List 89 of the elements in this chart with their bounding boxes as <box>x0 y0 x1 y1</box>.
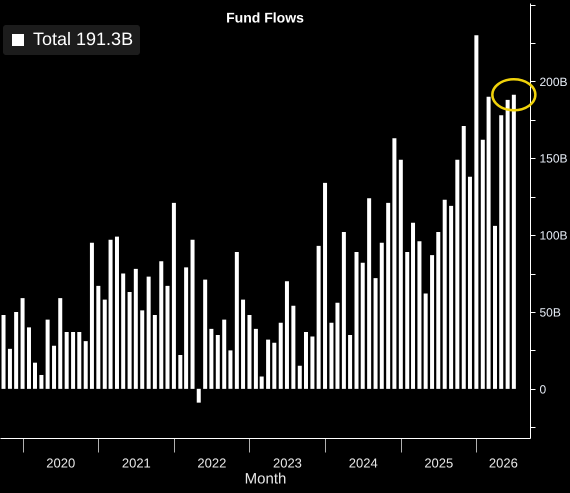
bar <box>71 332 76 389</box>
bar <box>140 310 144 389</box>
x-tick-label: 2025 <box>424 456 454 470</box>
x-tick-label: 2024 <box>348 456 378 470</box>
bar <box>380 242 384 389</box>
bar <box>8 348 12 389</box>
bar <box>417 241 422 389</box>
bar <box>228 350 232 389</box>
bar <box>442 200 447 389</box>
bar <box>323 182 328 389</box>
bar <box>348 335 352 389</box>
bar <box>90 242 94 389</box>
bar <box>329 322 334 389</box>
y-tick-label: 150B <box>540 152 568 166</box>
bar <box>342 232 346 389</box>
bar <box>39 374 44 389</box>
bar <box>46 320 50 389</box>
bar <box>512 94 516 389</box>
x-tick-label: 2023 <box>272 456 302 470</box>
bar <box>468 176 472 389</box>
bar <box>241 300 246 389</box>
bar <box>392 138 396 389</box>
bar <box>367 198 372 389</box>
bar <box>2 315 6 389</box>
bar <box>222 320 226 389</box>
y-tick-label: 200B <box>540 74 568 89</box>
bar <box>455 160 460 389</box>
bar <box>506 100 510 389</box>
bar <box>20 298 25 389</box>
bar <box>436 232 440 389</box>
x-axis-title: Month <box>244 470 286 488</box>
bar <box>316 246 321 389</box>
bar <box>247 315 252 389</box>
bar <box>172 202 176 389</box>
bar <box>398 160 403 389</box>
bar <box>310 336 314 389</box>
bar <box>146 276 151 389</box>
bar <box>209 328 214 389</box>
bar <box>335 302 340 389</box>
bar <box>216 335 220 389</box>
bar <box>298 366 302 389</box>
bar <box>32 362 37 389</box>
x-tick-label: 2022 <box>197 456 226 470</box>
bar <box>159 261 164 389</box>
bar <box>386 202 390 389</box>
bar <box>449 206 454 389</box>
bar <box>84 341 88 389</box>
bar <box>128 292 132 389</box>
bar <box>196 388 201 403</box>
bar <box>96 286 100 389</box>
bar <box>190 240 195 389</box>
text: Fund Flows <box>226 10 304 26</box>
bar <box>493 226 498 389</box>
bar <box>77 332 82 389</box>
bar <box>405 252 410 389</box>
x-tick-label: 2020 <box>46 456 76 470</box>
bar <box>499 115 504 389</box>
bar <box>134 268 138 389</box>
bar <box>462 126 466 389</box>
y-tick-label: 100B <box>540 228 568 243</box>
bar <box>52 346 56 389</box>
x-tick-label: 2021 <box>122 456 151 470</box>
bar <box>291 306 296 389</box>
bar <box>374 278 378 389</box>
bar <box>284 281 289 389</box>
bar <box>430 255 434 389</box>
bar <box>304 332 308 389</box>
bar <box>354 252 359 389</box>
bar <box>14 312 18 389</box>
bar <box>165 286 170 389</box>
legend-label: Total 191.3B <box>33 29 134 49</box>
bar <box>474 35 478 389</box>
bar <box>203 280 208 389</box>
bar <box>121 274 126 389</box>
bar <box>58 298 62 389</box>
bar <box>234 252 239 389</box>
bar <box>266 340 270 389</box>
bar <box>360 262 365 389</box>
bar <box>114 236 119 389</box>
bar <box>272 342 276 389</box>
y-tick-label: 50B <box>540 305 561 320</box>
bar <box>424 294 428 389</box>
x-tick-label: 2026 <box>488 456 518 470</box>
bar <box>278 322 283 389</box>
bar <box>64 332 69 389</box>
bar <box>26 327 31 389</box>
y-tick-label: 0 <box>540 382 546 396</box>
bar <box>152 315 157 389</box>
bar <box>411 222 416 389</box>
